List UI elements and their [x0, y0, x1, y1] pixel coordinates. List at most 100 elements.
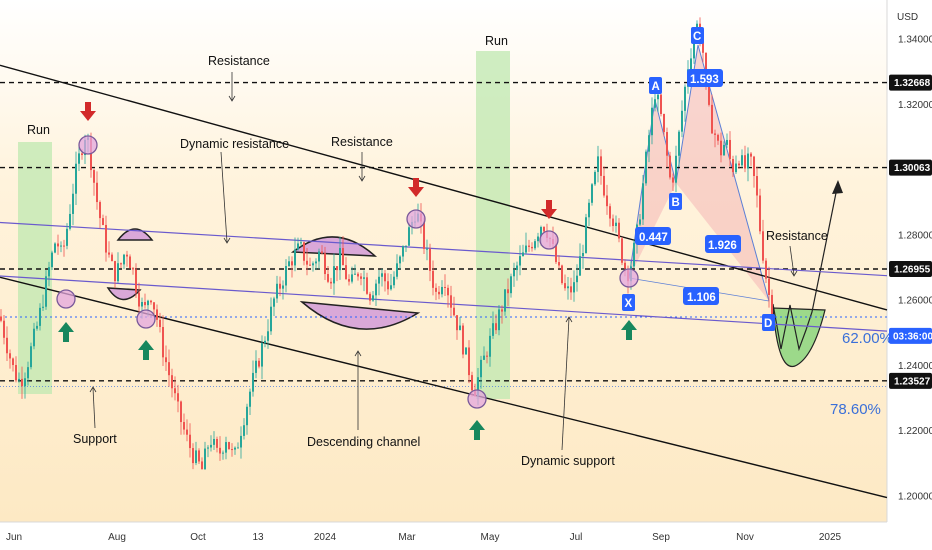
touch-circles	[56, 135, 639, 409]
candle-body	[150, 300, 152, 303]
candle-body	[534, 241, 536, 249]
candle-body	[378, 276, 380, 284]
price-tick-label: 1.20000	[898, 491, 932, 502]
time-tick-label: 2025	[819, 532, 842, 543]
candle-body	[624, 262, 626, 269]
fib-label-78: 78.60%	[830, 401, 881, 418]
candle-body	[171, 375, 173, 389]
annotation-dynamic-support: Dynamic support	[521, 454, 615, 468]
candle-body	[735, 163, 737, 173]
candle-body	[666, 132, 668, 156]
candle-body	[351, 274, 353, 282]
candle-body	[690, 58, 692, 70]
candle-body	[339, 248, 341, 271]
candle-body	[756, 176, 758, 196]
candle-body	[255, 360, 257, 373]
up-arrows	[58, 320, 637, 440]
point-label-a: A	[652, 81, 660, 93]
candle-body	[540, 227, 542, 237]
candle-body	[531, 246, 533, 249]
candle-body	[435, 287, 437, 292]
candle-body	[528, 245, 530, 247]
candle-body	[459, 325, 461, 331]
price-badge	[889, 159, 932, 176]
candle-body	[600, 156, 602, 176]
candle-body	[603, 175, 605, 196]
candle-body	[669, 155, 671, 178]
candle-body	[492, 323, 494, 336]
candle-body	[393, 276, 395, 286]
candle-body	[702, 40, 704, 53]
candle-body	[438, 291, 440, 295]
candle-body	[507, 289, 509, 294]
candle-body	[684, 86, 686, 111]
candle-body	[678, 131, 680, 156]
candle-body	[252, 372, 254, 392]
currency-label: USD	[897, 12, 918, 23]
candle-body	[237, 447, 239, 449]
time-tick-label: May	[481, 532, 500, 543]
candle-body	[504, 289, 506, 312]
candle-body	[582, 253, 584, 257]
time-tick-label: Oct	[190, 532, 206, 543]
time-axis-ticks: Jun Aug Oct 13 2024 Mar May Jul Sep Nov 2025	[6, 532, 842, 543]
candle-body	[153, 302, 155, 310]
candle-body	[105, 224, 107, 253]
candle-body	[588, 202, 590, 218]
candle-body	[585, 217, 587, 254]
candle-body	[717, 134, 719, 141]
candle-body	[120, 263, 122, 265]
price-badge	[889, 74, 932, 91]
candle-body	[354, 273, 356, 275]
candle-body	[366, 277, 368, 294]
touch-circle	[539, 230, 559, 250]
candle-body	[174, 388, 176, 394]
candle-body	[144, 301, 146, 306]
price-badge	[889, 260, 932, 277]
candle-body	[24, 378, 26, 387]
time-tick-label: 2024	[314, 532, 337, 543]
candle-body	[159, 319, 161, 328]
up-arrow-icon	[469, 420, 485, 440]
down-arrow-icon	[541, 200, 557, 219]
candle-body	[591, 184, 593, 203]
annotation-run-mid: Run	[485, 34, 508, 48]
candle-body	[99, 202, 101, 219]
candle-body	[399, 256, 401, 264]
candle-body	[537, 236, 539, 242]
ratio-ac: 1.593	[690, 74, 719, 86]
down-arrow-icon	[408, 178, 424, 197]
candle-body	[498, 309, 500, 331]
candle-body	[117, 263, 119, 282]
candle-body	[360, 276, 362, 279]
trendline	[0, 221, 888, 277]
candle-body	[558, 262, 560, 266]
candle-body	[408, 227, 410, 246]
candle-body	[633, 242, 635, 267]
ratio-xd: 1.106	[687, 292, 716, 304]
candle-body	[156, 309, 158, 320]
candle-body	[348, 279, 350, 282]
candle-body	[543, 227, 545, 232]
candle-body	[570, 286, 572, 293]
candle-body	[63, 245, 65, 247]
point-label-x: X	[625, 298, 633, 310]
candle-body	[180, 401, 182, 423]
candle-body	[363, 277, 365, 279]
touch-circle	[78, 135, 98, 155]
candle-body	[216, 438, 218, 448]
candle-body	[405, 245, 407, 247]
candle-body	[639, 219, 641, 225]
candle-body	[183, 422, 185, 430]
candle-body	[261, 343, 263, 367]
candle-body	[285, 266, 287, 286]
down-arrows	[80, 102, 557, 219]
candle-body	[132, 268, 134, 270]
candle-body	[231, 449, 233, 451]
candle-body	[33, 328, 35, 347]
up-arrow-icon	[138, 340, 154, 360]
candle-body	[18, 378, 20, 381]
candle-body	[441, 286, 443, 295]
candle-body	[642, 183, 644, 220]
candle-body	[69, 213, 71, 229]
